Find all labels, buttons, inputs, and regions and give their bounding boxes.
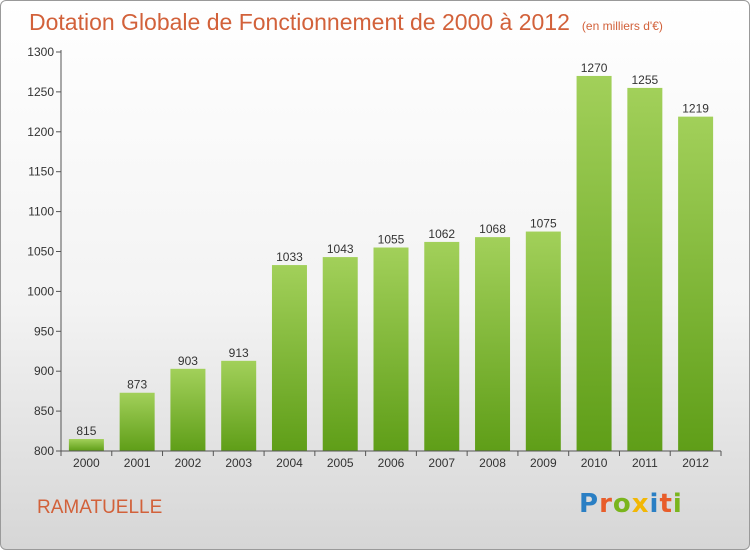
x-tick-label: 2008 xyxy=(479,456,506,470)
x-tick-label: 2004 xyxy=(276,456,303,470)
bar-2012 xyxy=(678,116,714,451)
bar-value-label: 1033 xyxy=(276,250,303,264)
bar-2009 xyxy=(525,231,561,451)
bar-value-label: 903 xyxy=(178,354,198,368)
logo-letter: i xyxy=(649,489,660,519)
y-tick-label: 800 xyxy=(34,444,54,458)
logo-letter: o xyxy=(612,489,632,519)
y-tick-label: 1100 xyxy=(28,205,54,219)
x-tick-label: 2009 xyxy=(530,456,557,470)
bar-2004 xyxy=(271,265,307,451)
bar-2011 xyxy=(627,87,663,451)
x-tick-label: 2007 xyxy=(428,456,455,470)
proxiti-logo: Proxiti xyxy=(579,489,683,519)
bar-2001 xyxy=(119,392,155,451)
y-tick-label: 900 xyxy=(34,364,54,378)
x-tick-label: 2005 xyxy=(327,456,354,470)
x-tick-label: 2001 xyxy=(124,456,151,470)
y-tick-label: 1150 xyxy=(28,165,54,179)
chart-title-text: Dotation Globale de Fonctionnement de 20… xyxy=(29,9,570,35)
bar-value-label: 1062 xyxy=(428,227,455,241)
y-tick-label: 1300 xyxy=(27,45,54,59)
chart-title: Dotation Globale de Fonctionnement de 20… xyxy=(29,9,663,36)
x-tick-label: 2003 xyxy=(225,456,252,470)
y-tick-label: 1200 xyxy=(27,125,54,139)
bar-value-label: 913 xyxy=(229,346,249,360)
x-tick-label: 2011 xyxy=(632,456,658,470)
bar-value-label: 1075 xyxy=(530,217,557,231)
bar-value-label: 1270 xyxy=(581,61,608,75)
bar-value-label: 1068 xyxy=(479,222,506,236)
x-tick-label: 2012 xyxy=(682,456,709,470)
x-tick-label: 2006 xyxy=(378,456,405,470)
bar-value-label: 1219 xyxy=(682,102,709,116)
logo-letter: P xyxy=(579,489,600,519)
x-axis: 2000 2001 2002 2003 2004 2005 2006 2007 2008 2009… xyxy=(60,450,722,470)
chart-unit: (en milliers d'€) xyxy=(581,19,663,33)
logo-letter: x xyxy=(631,489,650,519)
x-tick-label: 2002 xyxy=(175,456,202,470)
bar-value-label: 1255 xyxy=(631,73,658,87)
bar-value-label: 1055 xyxy=(378,233,405,247)
logo-letter: t xyxy=(659,489,673,519)
bar-value-label: 1043 xyxy=(327,242,354,256)
bar-2006 xyxy=(373,247,409,451)
y-tick-label: 1000 xyxy=(27,284,54,298)
y-tick-label: 950 xyxy=(34,324,54,338)
x-tick-label: 2010 xyxy=(581,456,608,470)
y-tick-label: 1050 xyxy=(27,245,54,259)
bar-2007 xyxy=(424,241,460,451)
bar-2000 xyxy=(68,439,104,451)
y-tick-label: 850 xyxy=(34,404,54,418)
bar-2008 xyxy=(475,237,511,451)
x-tick-label: 2000 xyxy=(73,456,100,470)
y-tick-label: 1250 xyxy=(27,85,54,99)
bar-2002 xyxy=(170,368,206,451)
bar-2003 xyxy=(221,360,257,451)
bar-2005 xyxy=(322,257,358,451)
bar-2010 xyxy=(576,75,612,451)
bar-value-label: 815 xyxy=(76,424,96,438)
bars: 815 873 903 913 1033 1043 1055 1062 1068 1075 1270… xyxy=(68,61,714,451)
y-axis: 800 850 900 950 1000 1050 1100 1150 1200 1250 1300 xyxy=(27,45,62,458)
bar-value-label: 873 xyxy=(127,378,147,392)
town-name: RAMATUELLE xyxy=(37,497,163,518)
logo-letter: r xyxy=(599,489,613,519)
logo-letter: i xyxy=(672,489,683,519)
